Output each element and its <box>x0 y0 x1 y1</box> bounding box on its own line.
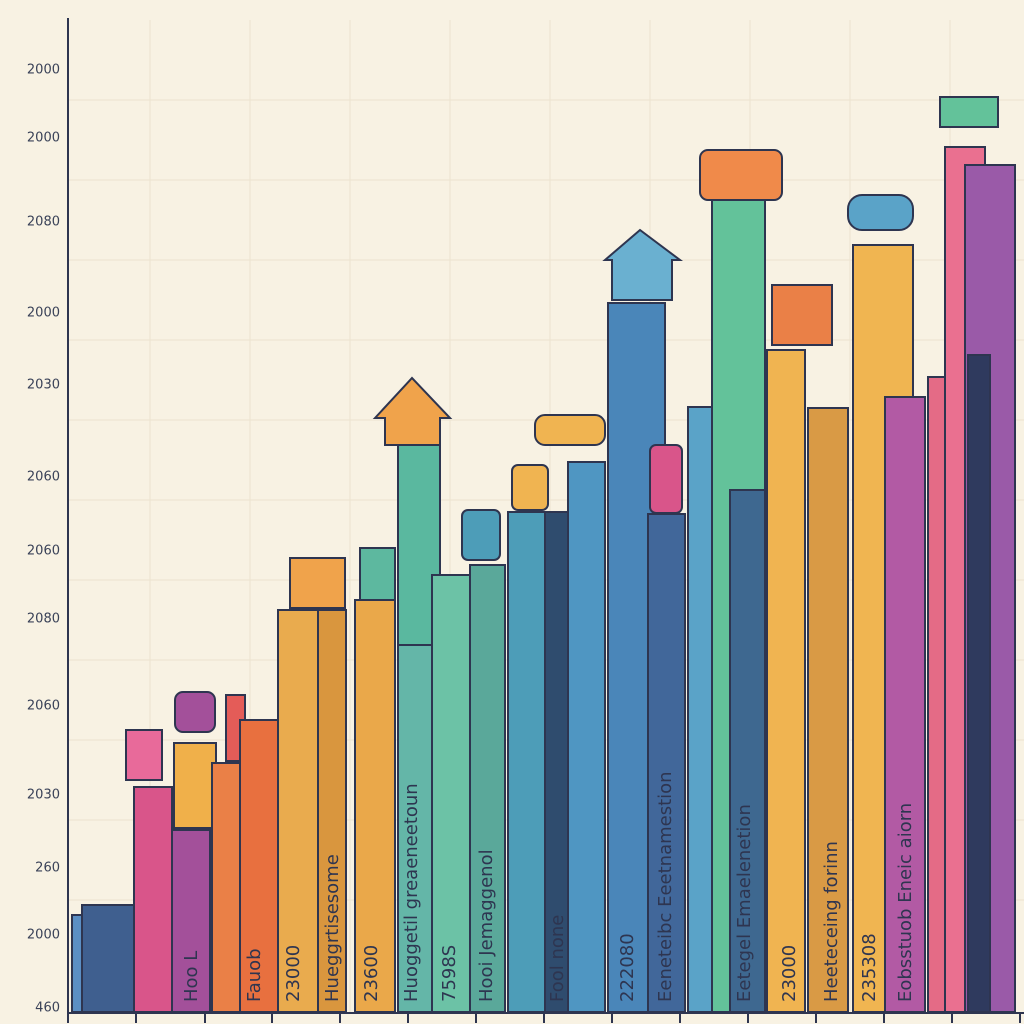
bar-label: 7598S <box>439 945 460 1002</box>
bar <box>766 349 806 1013</box>
bar <box>544 511 571 1013</box>
bar <box>239 719 279 1013</box>
truck-icon <box>699 149 783 201</box>
y-label: 2000 <box>27 306 60 321</box>
bar <box>211 762 241 1013</box>
bar-label: Fauob <box>244 948 265 1002</box>
bar <box>567 461 606 1013</box>
bar-label: 23600 <box>361 945 382 1002</box>
bar <box>171 829 211 1013</box>
bar-label: Fool none <box>547 915 568 1002</box>
y-label: 2060 <box>27 470 60 485</box>
bar-label: Eetegel Emaelenetion <box>734 804 755 1002</box>
bar-label: 222080 <box>617 933 638 1002</box>
y-label: 2080 <box>27 612 60 627</box>
y-axis-labels: 2000 2000 2080 2000 2030 2060 2060 2080 … <box>27 63 60 1016</box>
bar <box>729 489 766 1013</box>
bar-label: Eobsstuob Eneic aiorn <box>895 803 916 1002</box>
x-ticks <box>67 1013 1021 1023</box>
y-label: 2030 <box>27 788 60 803</box>
money-icon <box>125 729 163 781</box>
axes <box>67 18 1024 1023</box>
bar-label: Hoo L <box>181 951 202 1002</box>
bar <box>807 407 849 1013</box>
bar <box>173 742 217 829</box>
y-label: 2000 <box>27 63 60 78</box>
bar-label: 23000 <box>283 945 304 1002</box>
bar <box>469 564 506 1013</box>
bar-labels: Hoo L Fauob 23000 Hueggrtisesome 23600 H… <box>181 771 916 1002</box>
coins-icon <box>174 691 216 733</box>
y-label: 2060 <box>27 699 60 714</box>
money-icon <box>939 96 999 128</box>
bar-label: Huoggetil greaeneetoun <box>401 783 422 1002</box>
bar-label: Heeteceing forinn <box>821 841 842 1002</box>
bar-label: Hooi Jemaggenol <box>476 849 497 1002</box>
bar-label: 23000 <box>779 945 800 1002</box>
cash-icon <box>359 547 396 601</box>
y-label: 2060 <box>27 544 60 559</box>
bar-label: 235308 <box>859 933 880 1002</box>
y-label: 2000 <box>27 928 60 943</box>
bar <box>884 396 926 1013</box>
bar <box>507 511 546 1013</box>
coins-icon <box>649 444 683 514</box>
house-icon <box>602 228 683 301</box>
y-label: 460 <box>35 1001 60 1016</box>
bar <box>397 644 433 1013</box>
bar <box>647 513 686 1013</box>
bar <box>81 904 135 1013</box>
bar-label: Eeneteibc Eeetnamestion <box>655 771 676 1002</box>
coins-icon <box>511 464 549 511</box>
books-icon <box>289 557 346 609</box>
bar <box>967 354 991 1013</box>
bar <box>431 574 471 1013</box>
icons <box>125 96 999 781</box>
bar-label: Hueggrtisesome <box>322 854 343 1002</box>
y-label: 2000 <box>27 131 60 146</box>
y-label: 2030 <box>27 378 60 393</box>
house-icon <box>372 376 453 446</box>
y-label: 2080 <box>27 215 60 230</box>
coins-icon <box>461 509 501 561</box>
bar <box>317 609 347 1013</box>
bars <box>71 146 1016 1013</box>
bar <box>133 786 173 1013</box>
car-icon <box>847 194 914 231</box>
books-icon <box>771 284 833 346</box>
y-label: 260 <box>35 861 60 876</box>
car-icon <box>534 414 606 446</box>
